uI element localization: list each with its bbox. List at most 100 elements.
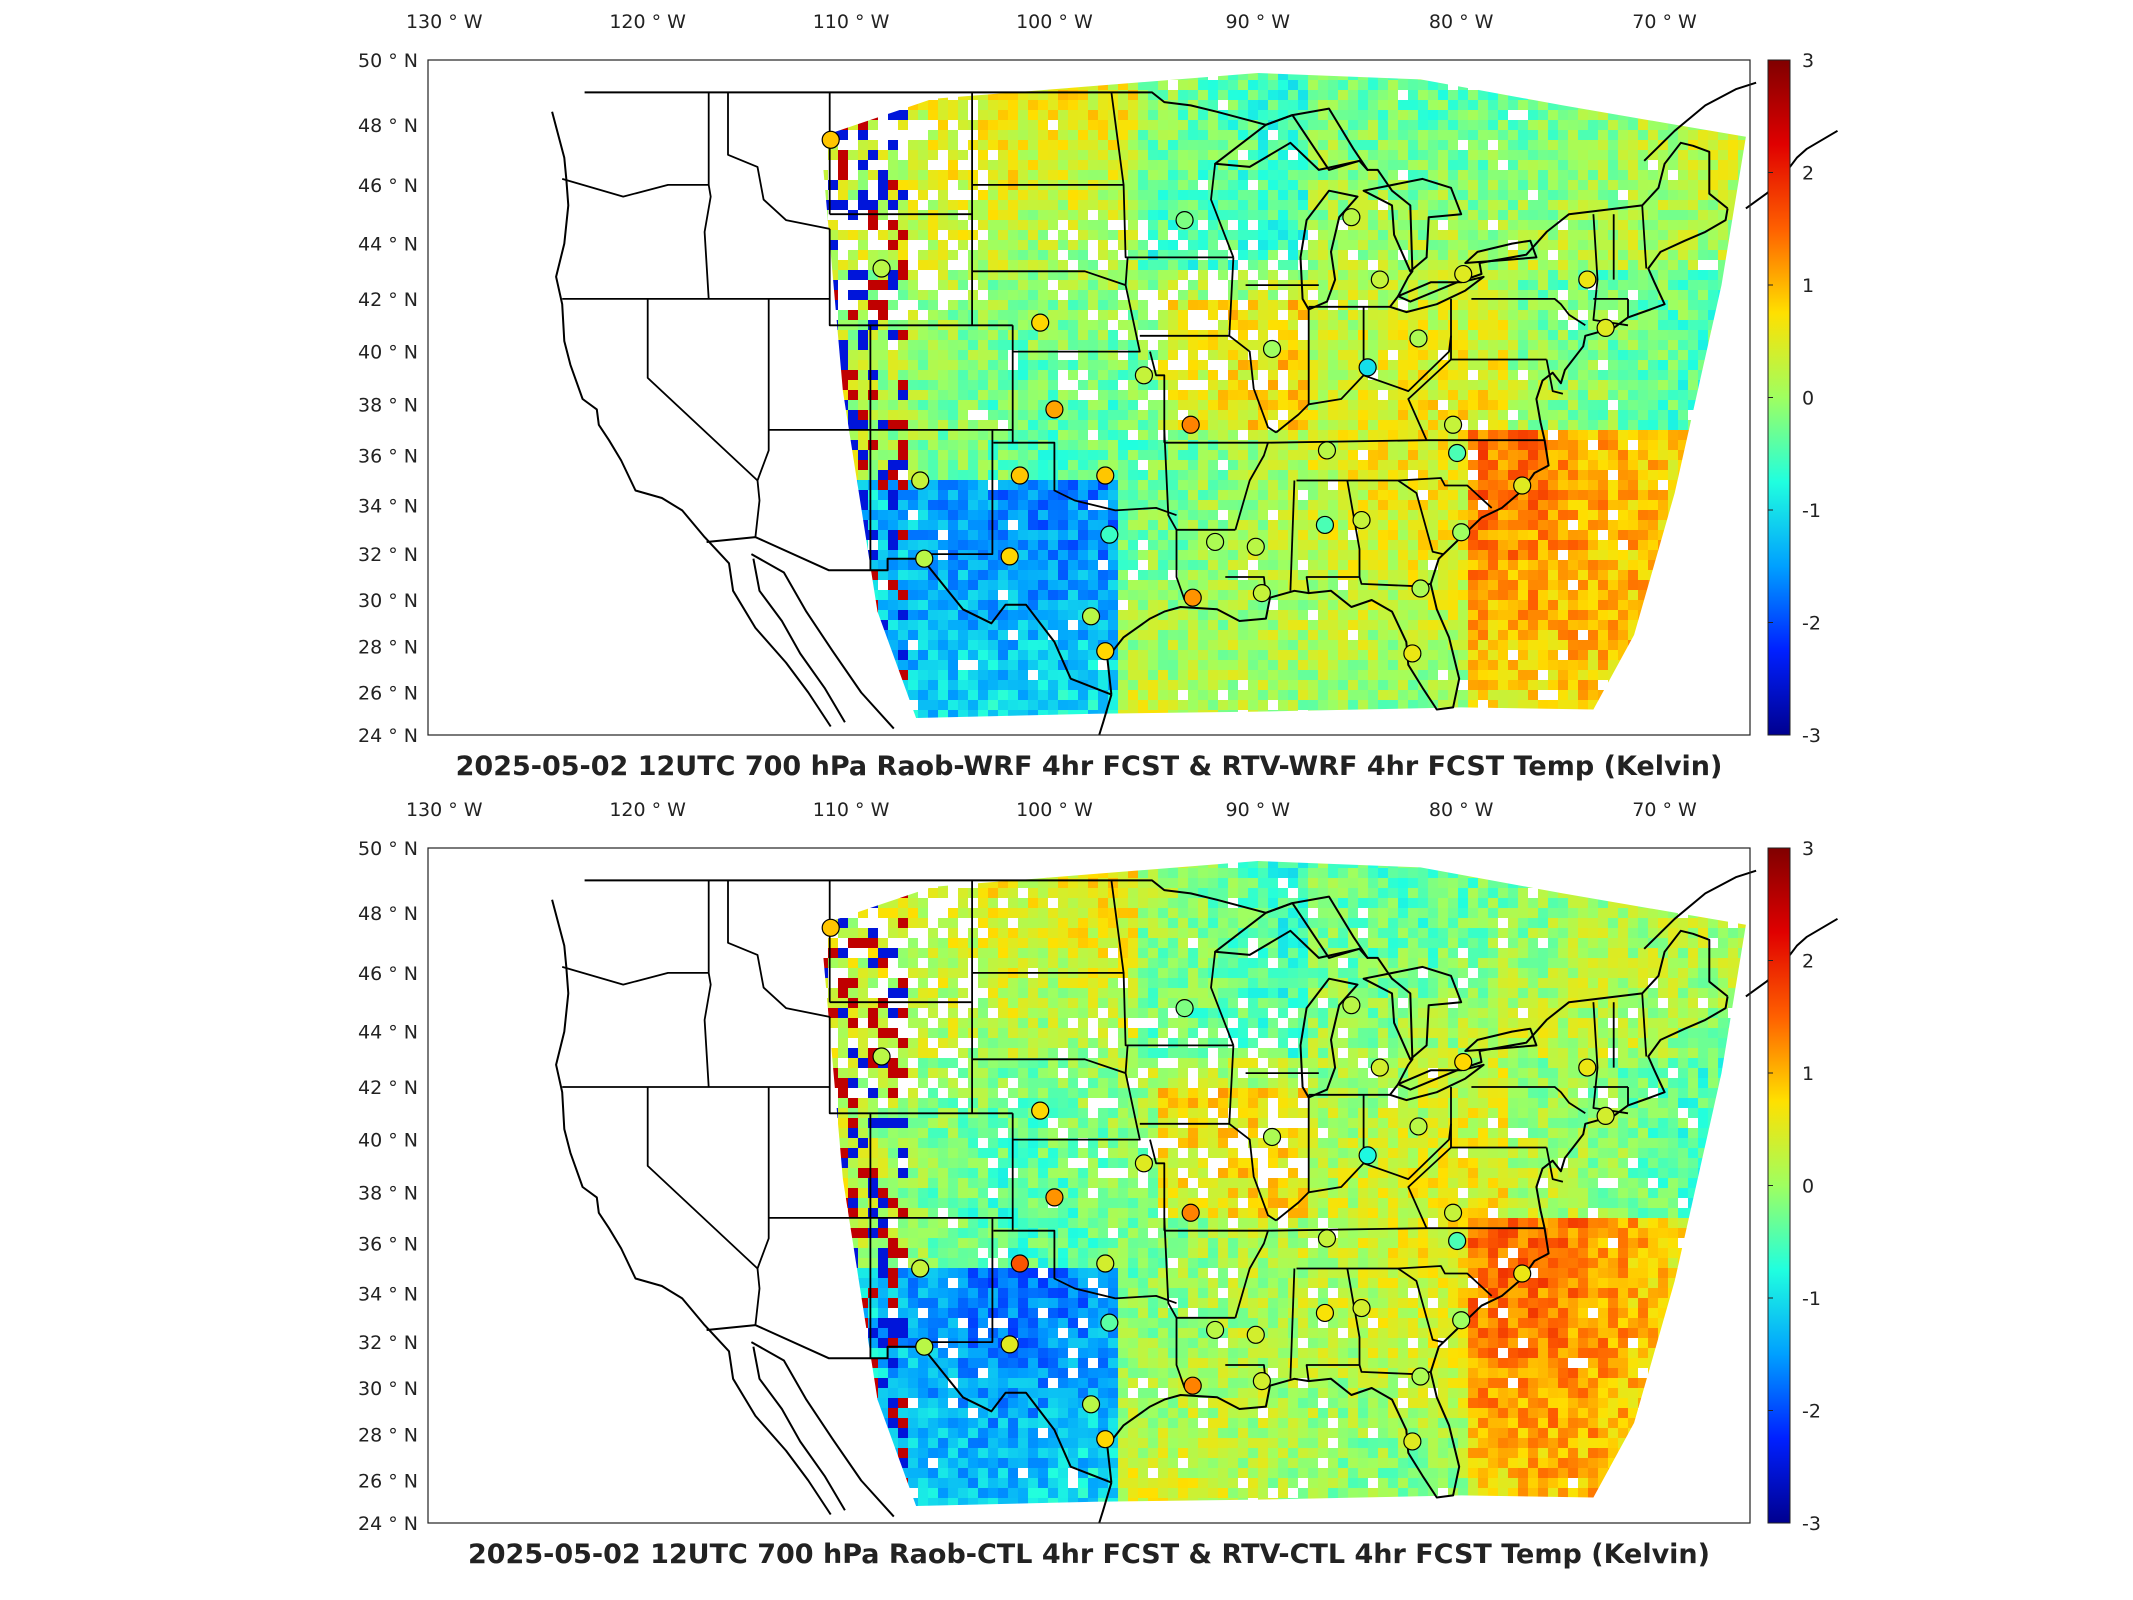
field-cell bbox=[1258, 340, 1268, 350]
field-cell bbox=[1588, 200, 1598, 210]
field-cell bbox=[1568, 380, 1578, 390]
field-cell bbox=[798, 120, 808, 130]
field-cell bbox=[1078, 190, 1088, 200]
field-cell bbox=[808, 370, 818, 380]
field-cell bbox=[1368, 470, 1378, 480]
field-cell bbox=[1038, 360, 1048, 370]
field-cell bbox=[820, 210, 828, 220]
field-cell bbox=[708, 280, 718, 290]
field-cell bbox=[1728, 330, 1738, 340]
field-cell bbox=[1248, 440, 1258, 450]
field-cell bbox=[428, 100, 438, 110]
field-cell bbox=[1458, 380, 1468, 390]
field-cell bbox=[1588, 420, 1598, 430]
field-cell bbox=[1158, 460, 1168, 470]
field-cell bbox=[478, 210, 488, 220]
field-cell bbox=[1558, 340, 1568, 350]
field-cell bbox=[1698, 290, 1708, 300]
field-cell bbox=[1658, 120, 1668, 130]
field-cell bbox=[738, 470, 748, 480]
field-cell bbox=[1618, 400, 1628, 410]
field-cell bbox=[1418, 400, 1428, 410]
field-cell bbox=[1108, 90, 1118, 100]
field-cell bbox=[518, 270, 528, 280]
field-cell bbox=[1708, 280, 1718, 290]
field-cell bbox=[1668, 460, 1678, 470]
field-cell bbox=[1318, 400, 1328, 410]
field-cell bbox=[1588, 170, 1598, 180]
field-cell bbox=[748, 380, 758, 390]
field-cell bbox=[878, 330, 888, 340]
field-cell bbox=[1268, 150, 1278, 160]
field-cell bbox=[1108, 390, 1118, 400]
field-cell bbox=[788, 380, 798, 390]
field-cell bbox=[1068, 420, 1078, 430]
field-cell bbox=[1288, 200, 1298, 210]
field-cell bbox=[538, 150, 548, 160]
field-cell bbox=[738, 450, 748, 460]
field-cell bbox=[1578, 330, 1588, 340]
field-cell bbox=[1178, 430, 1188, 440]
field-cell bbox=[1678, 410, 1688, 420]
field-cell bbox=[478, 390, 488, 400]
field-cell bbox=[568, 390, 578, 400]
field-cell bbox=[1148, 260, 1158, 270]
field-cell bbox=[648, 480, 658, 490]
field-cell bbox=[1618, 120, 1628, 130]
field-cell bbox=[1418, 220, 1428, 230]
field-cell bbox=[1228, 130, 1238, 140]
field-cell bbox=[558, 440, 568, 450]
field-cell bbox=[1388, 460, 1398, 470]
field-cell bbox=[558, 450, 568, 460]
field-cell bbox=[1528, 420, 1538, 430]
field-cell bbox=[528, 400, 538, 410]
field-cell bbox=[1398, 73, 1408, 80]
field-cell bbox=[1158, 250, 1168, 260]
field-cell bbox=[1728, 300, 1738, 310]
field-cell bbox=[708, 450, 718, 460]
field-cell bbox=[908, 360, 918, 370]
field-cell bbox=[1338, 450, 1348, 460]
field-cell bbox=[1168, 280, 1178, 290]
field-cell bbox=[678, 300, 688, 310]
field-cell bbox=[1318, 330, 1328, 340]
field-cell bbox=[1018, 420, 1028, 430]
field-cell bbox=[678, 350, 688, 360]
field-cell bbox=[1278, 190, 1288, 200]
field-cell bbox=[728, 260, 738, 270]
field-cell bbox=[1018, 340, 1028, 350]
field-cell bbox=[1618, 210, 1628, 220]
field-cell bbox=[1278, 450, 1288, 460]
field-cell bbox=[538, 300, 548, 310]
field-cell bbox=[468, 440, 478, 450]
field-cell bbox=[1368, 210, 1378, 220]
field-cell bbox=[1108, 60, 1118, 70]
field-cell bbox=[1598, 140, 1608, 150]
field-cell bbox=[1068, 390, 1078, 400]
field-cell bbox=[768, 160, 778, 170]
field-cell bbox=[438, 440, 448, 450]
field-cell bbox=[1298, 300, 1308, 310]
field-cell bbox=[1458, 240, 1468, 250]
field-cell bbox=[918, 400, 928, 410]
field-cell bbox=[1468, 210, 1478, 220]
field-cell bbox=[1488, 150, 1498, 160]
field-cell bbox=[908, 110, 918, 120]
field-cell bbox=[648, 390, 658, 400]
field-cell bbox=[1518, 460, 1528, 470]
field-cell bbox=[1448, 320, 1458, 330]
field-cell bbox=[1508, 320, 1518, 330]
field-cell bbox=[1548, 130, 1558, 140]
field-cell bbox=[938, 470, 948, 480]
field-cell bbox=[948, 160, 958, 170]
field-cell bbox=[1708, 380, 1718, 390]
field-cell bbox=[1268, 360, 1278, 370]
field-cell bbox=[1408, 410, 1418, 420]
field-cell bbox=[1298, 220, 1308, 230]
field-cell bbox=[778, 360, 788, 370]
field-cell bbox=[718, 400, 728, 410]
field-cell bbox=[738, 100, 748, 110]
field-cell bbox=[1158, 140, 1168, 150]
field-cell bbox=[808, 210, 818, 220]
field-cell bbox=[1288, 90, 1298, 100]
